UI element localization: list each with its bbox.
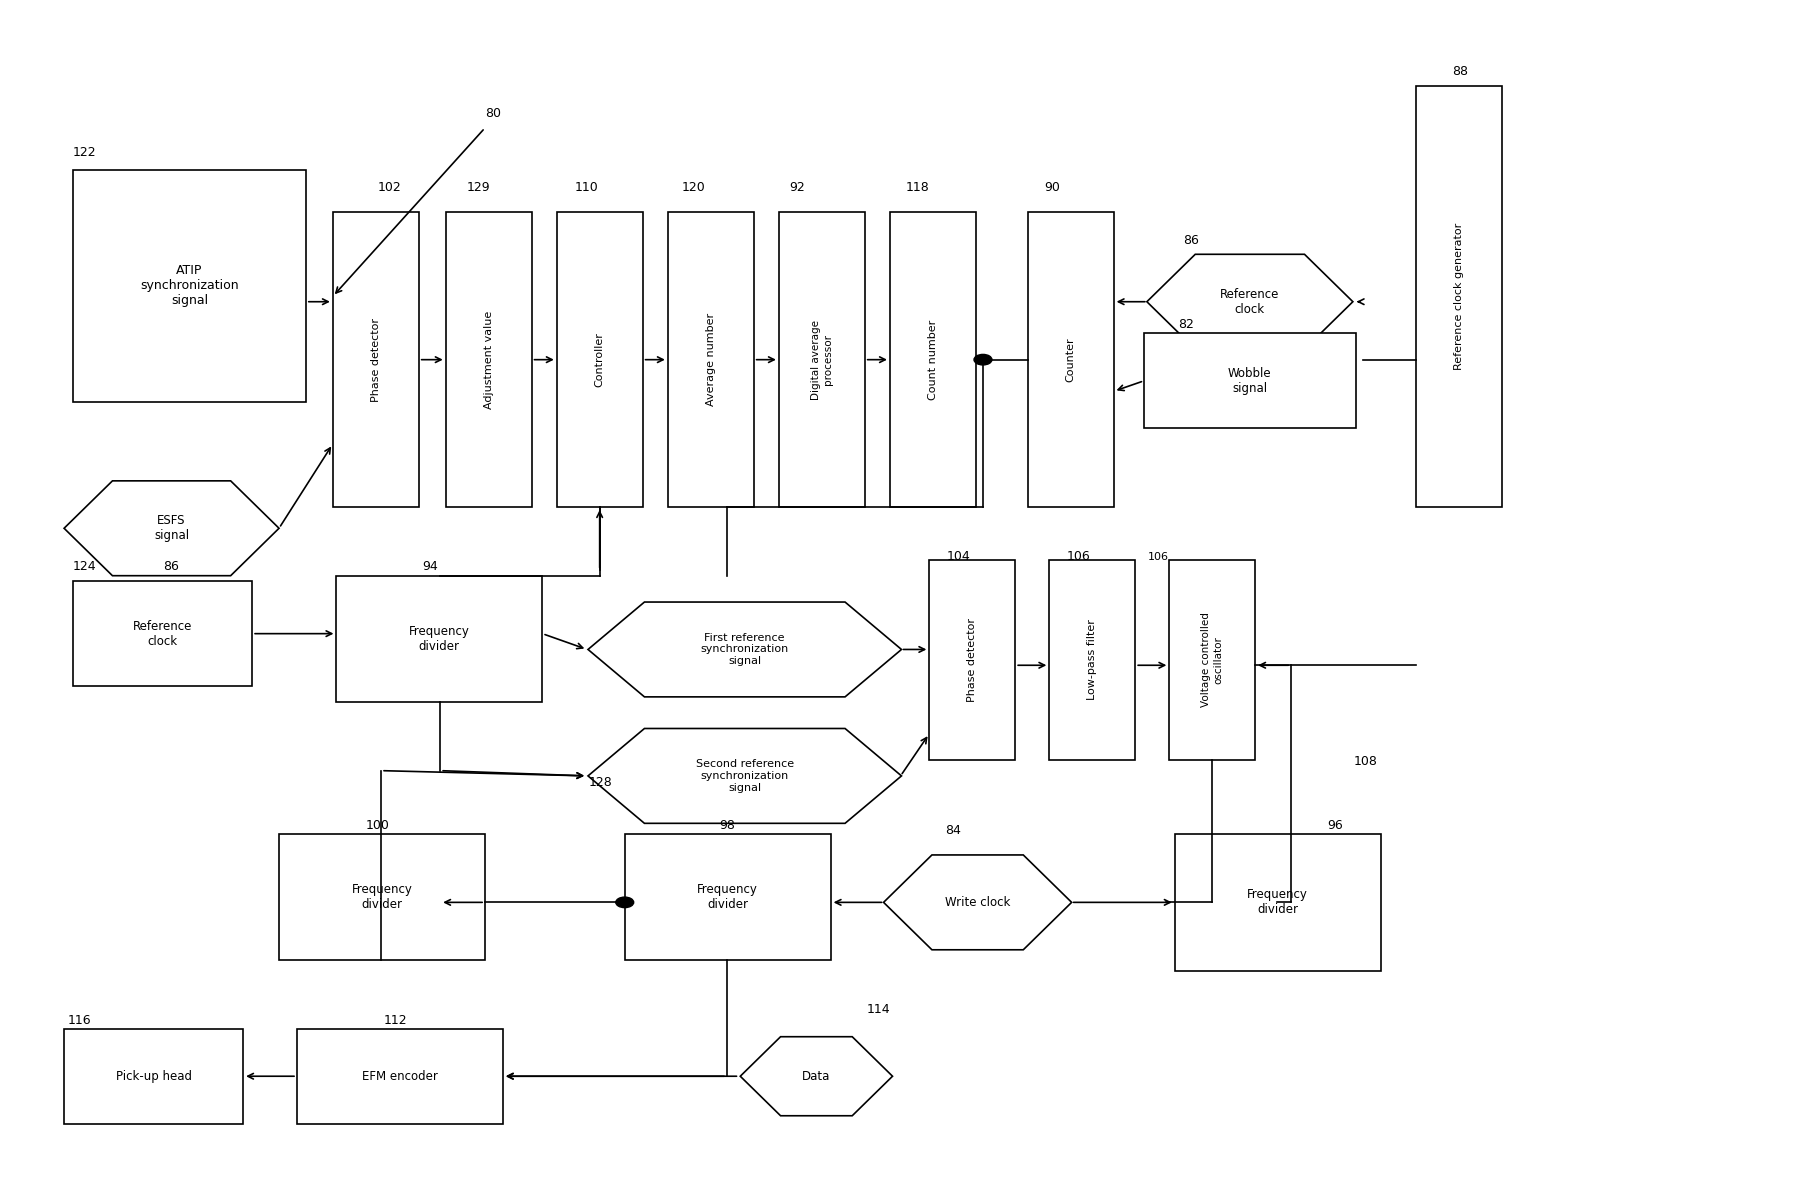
FancyBboxPatch shape (1170, 560, 1256, 761)
FancyBboxPatch shape (1145, 334, 1356, 428)
Text: 98: 98 (719, 819, 736, 832)
Text: Count number: Count number (927, 319, 938, 400)
Text: 106: 106 (1148, 552, 1168, 562)
Text: 124: 124 (74, 561, 97, 574)
Text: Wobble
signal: Wobble signal (1229, 367, 1272, 395)
Text: Frequency
divider: Frequency divider (352, 883, 413, 911)
Text: 100: 100 (366, 819, 389, 832)
FancyBboxPatch shape (65, 1029, 244, 1124)
Polygon shape (1146, 254, 1353, 349)
Text: ESFS
signal: ESFS signal (154, 515, 188, 542)
Text: Reference clock generator: Reference clock generator (1455, 222, 1464, 370)
FancyBboxPatch shape (335, 576, 542, 703)
Text: Frequency
divider: Frequency divider (1247, 888, 1308, 917)
Text: 96: 96 (1328, 819, 1342, 832)
FancyBboxPatch shape (74, 581, 253, 686)
Text: Low-pass filter: Low-pass filter (1087, 620, 1098, 700)
FancyBboxPatch shape (1049, 560, 1136, 761)
Text: 82: 82 (1179, 318, 1195, 331)
Text: 104: 104 (947, 550, 971, 563)
Text: 120: 120 (682, 181, 705, 194)
Text: Average number: Average number (705, 313, 716, 406)
Text: 129: 129 (466, 181, 492, 194)
Text: 80: 80 (484, 108, 501, 121)
Text: A: A (978, 354, 985, 367)
Text: Digital average
processor: Digital average processor (811, 319, 832, 400)
Text: Adjustment value: Adjustment value (484, 311, 493, 409)
Text: Pick-up head: Pick-up head (115, 1069, 192, 1082)
Text: 106: 106 (1067, 550, 1091, 563)
Text: 94: 94 (422, 561, 438, 574)
Text: 110: 110 (574, 181, 599, 194)
FancyBboxPatch shape (445, 212, 531, 508)
Text: Voltage controlled
oscillator: Voltage controlled oscillator (1202, 613, 1224, 707)
FancyBboxPatch shape (1417, 85, 1502, 508)
FancyBboxPatch shape (929, 560, 1015, 761)
Polygon shape (65, 480, 280, 576)
Text: Counter: Counter (1066, 337, 1076, 382)
FancyBboxPatch shape (280, 834, 484, 961)
Text: Reference
clock: Reference clock (133, 620, 192, 647)
Text: Frequency
divider: Frequency divider (698, 883, 759, 911)
Text: First reference
synchronization
signal: First reference synchronization signal (701, 633, 789, 666)
FancyBboxPatch shape (1175, 834, 1381, 971)
Text: 118: 118 (906, 181, 929, 194)
Text: 86: 86 (163, 561, 179, 574)
Text: Second reference
synchronization
signal: Second reference synchronization signal (696, 759, 793, 793)
Text: EFM encoder: EFM encoder (362, 1069, 438, 1082)
Polygon shape (884, 855, 1071, 950)
FancyBboxPatch shape (556, 212, 642, 508)
Text: 108: 108 (1354, 756, 1378, 769)
Text: 90: 90 (1044, 181, 1060, 194)
FancyBboxPatch shape (332, 212, 418, 508)
Circle shape (974, 355, 992, 364)
Text: 88: 88 (1453, 65, 1467, 78)
Text: Frequency
divider: Frequency divider (409, 625, 470, 653)
Text: Controller: Controller (594, 332, 605, 387)
Circle shape (615, 897, 633, 907)
Polygon shape (741, 1036, 893, 1116)
FancyBboxPatch shape (298, 1029, 502, 1124)
Text: 84: 84 (945, 823, 962, 836)
FancyBboxPatch shape (779, 212, 865, 508)
Text: Reference
clock: Reference clock (1220, 287, 1279, 316)
FancyBboxPatch shape (667, 212, 753, 508)
FancyBboxPatch shape (1028, 212, 1114, 508)
Polygon shape (588, 602, 901, 697)
Text: 92: 92 (789, 181, 806, 194)
Text: ATIP
synchronization
signal: ATIP synchronization signal (140, 265, 239, 308)
Text: 102: 102 (377, 181, 402, 194)
Text: Phase detector: Phase detector (371, 318, 380, 402)
Text: 116: 116 (68, 1014, 91, 1027)
Text: 128: 128 (588, 776, 614, 789)
Text: Write clock: Write clock (945, 896, 1010, 909)
FancyBboxPatch shape (74, 170, 307, 402)
FancyBboxPatch shape (624, 834, 831, 961)
Text: Data: Data (802, 1069, 831, 1082)
Text: 86: 86 (1184, 234, 1200, 247)
Text: 114: 114 (867, 1003, 890, 1016)
Text: 122: 122 (74, 147, 97, 160)
Text: 112: 112 (384, 1014, 407, 1027)
Polygon shape (588, 729, 901, 823)
Text: Phase detector: Phase detector (967, 618, 978, 702)
FancyBboxPatch shape (890, 212, 976, 508)
